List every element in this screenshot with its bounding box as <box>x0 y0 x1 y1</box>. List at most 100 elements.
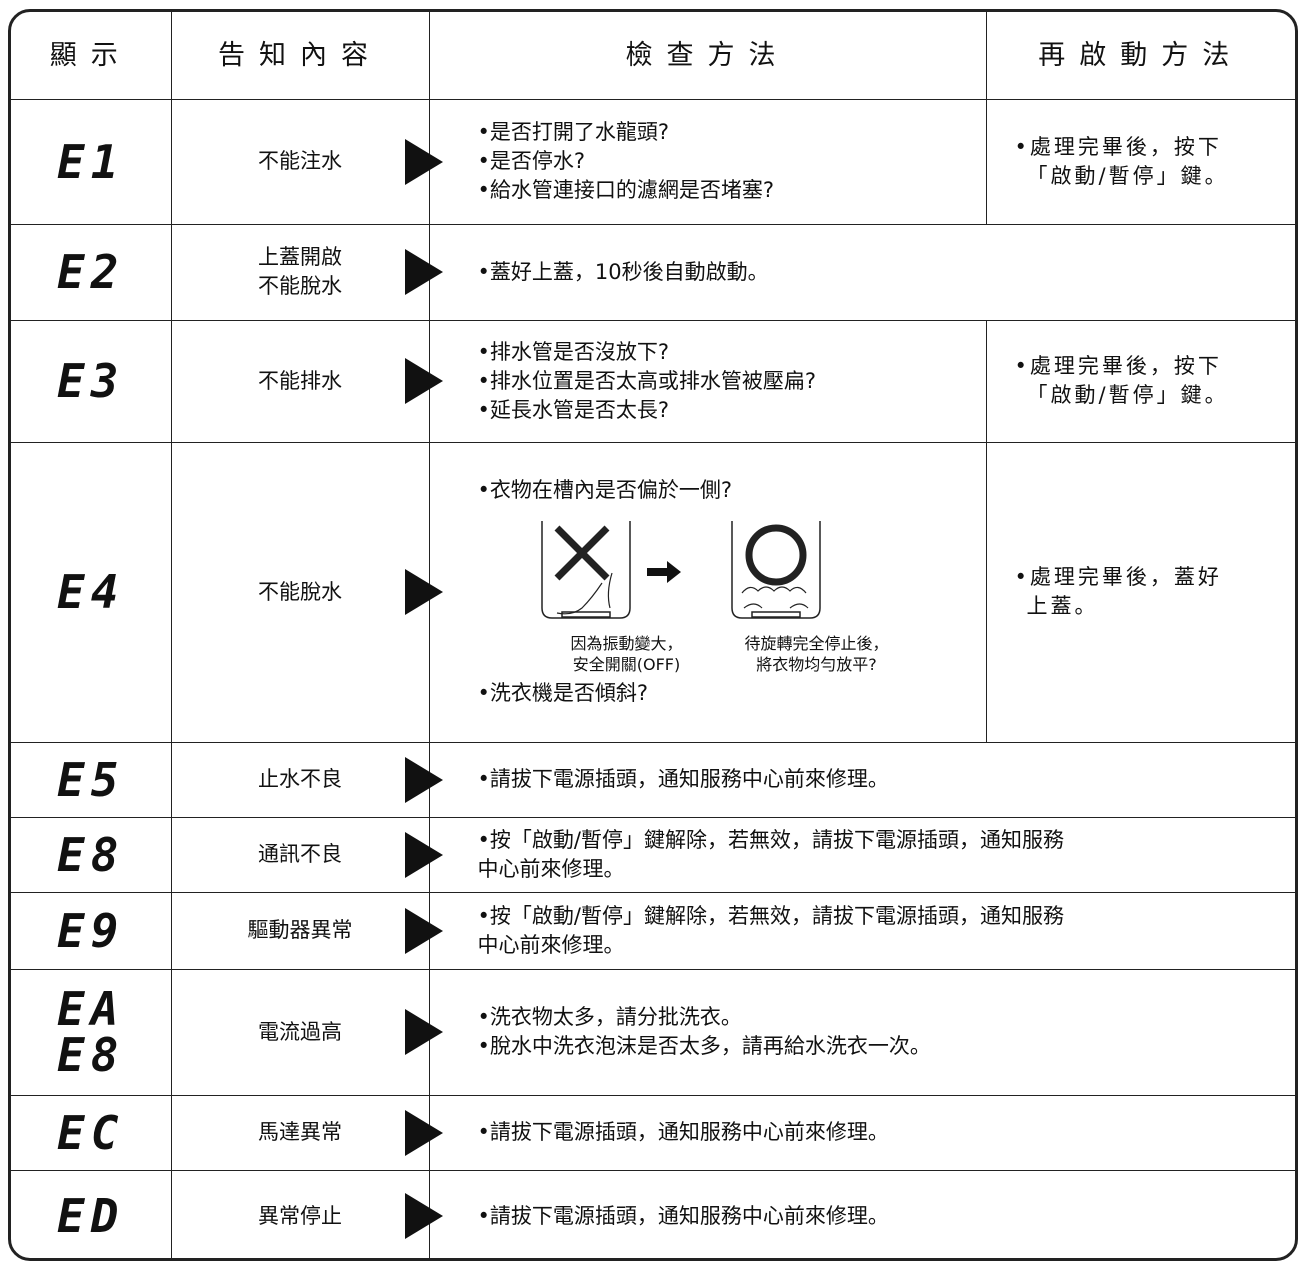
table-row: EC 馬達異常 •請拔下電源插頭，通知服務中心前來修理。 <box>11 1094 1295 1171</box>
text-line: 上蓋。 <box>1026 594 1099 618</box>
notice-cell: 上蓋開啟 不能脫水 <box>170 223 443 321</box>
code-cell: E1 <box>11 98 172 225</box>
code-cell: E3 <box>11 319 172 443</box>
text-line: 止水不良 <box>258 767 342 791</box>
header-row: 顯示 告知內容 檢查方法 再啟動方法 <box>11 12 1295 100</box>
arrow-shape <box>404 907 443 954</box>
arrow <box>404 1193 443 1240</box>
header-cell: 顯示 <box>11 12 172 100</box>
table-row: EA E8 電流過高 •洗衣物太多，請分批洗衣。 •脫水中洗衣泡沫是否太多，請再給水洗衣… <box>11 968 1295 1096</box>
restart-cell: •處理完畢後，按下 「啟動/暫停」鍵。 <box>985 98 1295 225</box>
notice-cell: 止水不良 <box>170 741 443 818</box>
notice-cell: 電流過高 <box>170 968 443 1096</box>
restart-cell: •處理完畢後，按下「啟動/暫停」鍵。 <box>985 319 1295 443</box>
text-line: 上蓋開啟 <box>258 245 342 269</box>
notice-cell: 驅動器異常 <box>170 891 443 970</box>
text-line: E1 <box>57 134 125 189</box>
text-line: E3 <box>57 354 125 408</box>
caption: 待旋轉完全停止後， 將衣物均勻放平? <box>722 633 912 675</box>
code-cell: E4 <box>11 441 172 743</box>
o-mark <box>745 524 806 586</box>
arrow <box>404 831 443 878</box>
drawing <box>560 611 611 618</box>
text-line: 驅動器異常 <box>247 918 353 942</box>
text-line: •給水管連接口的濾網是否堵塞? <box>477 178 775 202</box>
caption-line: 因為振動變大， <box>570 634 683 653</box>
text-line: •排水位置是否太高或排水管被壓扁? <box>477 368 817 393</box>
text-line: •衣物在槽內是否偏於一側? <box>477 478 733 502</box>
notice-cell: 不能注水 <box>170 98 443 225</box>
check-cell: •排水管是否沒放下? •排水位置是否太高或排水管被壓扁? •延長水管是否太長? <box>428 319 987 443</box>
arrow-shape <box>404 1009 443 1055</box>
arrow-icon <box>646 561 681 583</box>
table-row: E1 不能注水 •是否打開了水龍頭? •是否停水? •給水管連接口的濾網是否堵塞? •處理… <box>11 98 1295 225</box>
arrow <box>404 249 443 295</box>
text-line: 中心前來修理。 <box>477 856 625 881</box>
check-cell: •按「啟動/暫停」鍵解除，若無效，請拔下電源插頭，通知服務 中心前來修理。 <box>428 891 1295 970</box>
table-row: ED 異常停止 •請拔下電源插頭，通知服務中心前來修理。 <box>11 1169 1295 1258</box>
caption-line: 安全開關(OFF) <box>572 655 681 674</box>
text-line: •按「啟動/暫停」鍵解除，若無效，請拔下電源插頭，通知服務 <box>477 903 1064 928</box>
arrow-shape <box>404 358 443 404</box>
arrow <box>404 1009 443 1055</box>
drawing <box>556 572 613 615</box>
table-row: E4 不能脫水 •衣物在槽內是否偏於一側? 因為振動變大， 安全開關(OFF) 待旋轉完全… <box>11 441 1295 743</box>
code-cell: E8 <box>11 816 172 893</box>
notice-cell: 通訊不良 <box>170 816 443 893</box>
arrow-shape <box>404 138 443 185</box>
text-line: 中心前來修理。 <box>477 932 625 957</box>
arrow-shape <box>404 756 443 803</box>
arrow <box>404 358 443 404</box>
code-cell: EA E8 <box>11 968 172 1096</box>
text-line: 不能排水 <box>258 368 342 393</box>
text-line: •是否打開了水龍頭? <box>477 120 670 144</box>
text-line: 不能脫水 <box>258 579 342 604</box>
text-line: •蓋好上蓋，10秒後自動啟動。 <box>477 259 769 284</box>
arrow <box>404 1109 443 1156</box>
check-cell: •衣物在槽內是否偏於一側? 因為振動變大， 安全開關(OFF) 待旋轉完全停止後， 將衣… <box>428 441 987 743</box>
check-cell: •洗衣物太多，請分批洗衣。 •脫水中洗衣泡沫是否太多，請再給水洗衣一次。 <box>428 968 1295 1096</box>
text-line: 通訊不良 <box>258 842 342 866</box>
arrow-shape <box>404 569 443 615</box>
text-line: EC <box>57 1105 125 1160</box>
text-line: •洗衣物太多，請分批洗衣。 <box>477 1005 742 1029</box>
notice-cell: 異常停止 <box>170 1169 443 1258</box>
caption-line: 將衣物均勻放平? <box>756 655 877 674</box>
check-cell: •蓋好上蓋，10秒後自動啟動。 <box>428 223 1295 321</box>
table-row: E9 驅動器異常 •按「啟動/暫停」鍵解除，若無效，請拔下電源插頭，通知服務 中心前來… <box>11 891 1295 970</box>
figure: 因為振動變大， 安全開關(OFF) 待旋轉完全停止後， 將衣物均勻放平? <box>532 513 986 675</box>
text-line: •按「啟動/暫停」鍵解除，若無效，請拔下電源插頭，通知服務 <box>477 827 1064 852</box>
drawing <box>540 521 631 619</box>
arrow-shape <box>404 1109 443 1156</box>
text-line: 「啟動/暫停」鍵。 <box>1026 383 1229 407</box>
arrow-shape <box>404 1193 443 1240</box>
check-cell: •請拔下電源插頭，通知服務中心前來修理。 <box>428 741 1295 818</box>
restart-cell: •處理完畢後，蓋好 上蓋。 <box>985 441 1295 743</box>
table-row: E8 通訊不良 •按「啟動/暫停」鍵解除，若無效，請拔下電源插頭，通知服務 中心前來修… <box>11 816 1295 893</box>
arrow-shape <box>404 249 443 295</box>
text-line: •請拔下電源插頭，通知服務中心前來修理。 <box>477 1203 889 1228</box>
error-table: 顯示 告知內容 檢查方法 再啟動方法 E1 不能注水 •是否打開了水龍頭? •是否停水… <box>11 12 1295 1258</box>
table-row: E5 止水不良 •請拔下電源插頭，通知服務中心前來修理。 <box>11 741 1295 818</box>
header-cell: 告知內容 <box>170 12 430 100</box>
text-line: •處理完畢後，按下 <box>1014 354 1222 378</box>
header-cell: 檢查方法 <box>428 12 987 100</box>
arrow <box>404 756 443 803</box>
text-line: ED <box>57 1189 125 1244</box>
text-line: E4 <box>57 565 125 619</box>
notice-cell: 不能排水 <box>170 319 443 443</box>
check-cell: •按「啟動/暫停」鍵解除，若無效，請拔下電源插頭，通知服務 中心前來修理。 <box>428 816 1295 893</box>
text-line: •是否停水? <box>477 149 586 173</box>
text-line: 異常停止 <box>258 1203 342 1228</box>
caption: 因為振動變大， 安全開關(OFF) <box>532 633 722 675</box>
code-cell: E2 <box>11 223 172 321</box>
drawing <box>730 521 821 619</box>
header-cell: 再啟動方法 <box>985 12 1295 100</box>
text-line: 不能注水 <box>258 149 342 173</box>
text-line: •請拔下電源插頭，通知服務中心前來修理。 <box>477 1120 889 1144</box>
code-cell: E9 <box>11 891 172 970</box>
text-line: EA <box>57 982 125 1036</box>
table-row: E2 上蓋開啟 不能脫水 •蓋好上蓋，10秒後自動啟動。 <box>11 223 1295 321</box>
text-line: E2 <box>57 245 125 299</box>
